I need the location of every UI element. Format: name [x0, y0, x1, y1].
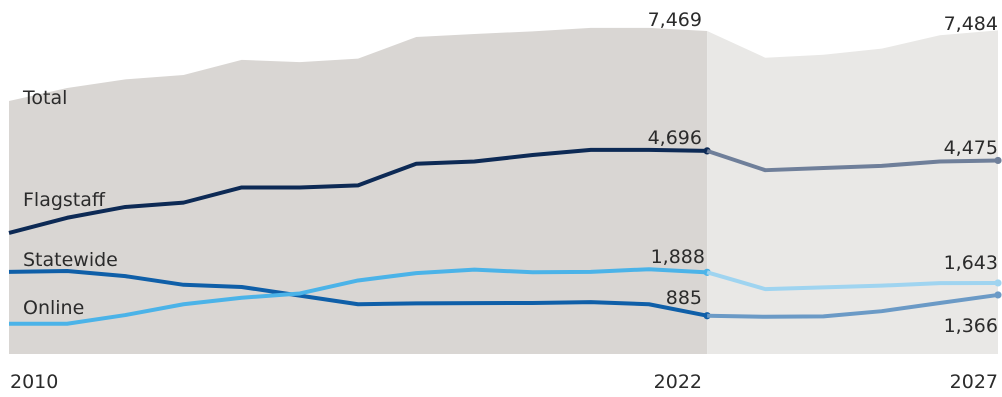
data-label-flagstaff-2027: 4,475: [944, 137, 998, 159]
online-projected-line-end-dot: [994, 279, 1002, 287]
statewide-line: [8, 268, 708, 318]
data-label-online-2022: 1,888: [651, 246, 705, 268]
data-label-statewide-2022: 885: [666, 287, 702, 309]
series-label-total: Total: [22, 87, 67, 109]
total-area-projected: [707, 30, 998, 355]
series-label-flagstaff: Flagstaff: [23, 189, 106, 211]
data-label-statewide-projected-2027: 1,366: [944, 315, 998, 337]
x-tick-label-2022: 2022: [654, 371, 702, 393]
flagstaff-projected-line: [706, 148, 999, 173]
online-line: [9, 267, 708, 326]
statewide-projected-line: [707, 292, 999, 319]
x-tick-label-2027: 2027: [950, 371, 998, 393]
series-label-statewide: Statewide: [23, 249, 118, 271]
x-tick-label-2010: 2010: [10, 371, 58, 393]
statewide-projected-line-end-dot: [994, 291, 1002, 299]
online-projected-line: [706, 270, 999, 292]
data-label-total-2022: 7,469: [648, 9, 702, 31]
data-label-total-2027: 7,484: [944, 13, 998, 35]
flagstaff-line: [8, 147, 708, 235]
series-label-online: Online: [23, 297, 84, 319]
data-label-flagstaff-2022: 4,696: [648, 127, 702, 149]
data-label-online-projected-2027: 1,643: [944, 252, 998, 274]
flagstaff-projected-line-end-dot: [994, 156, 1002, 165]
